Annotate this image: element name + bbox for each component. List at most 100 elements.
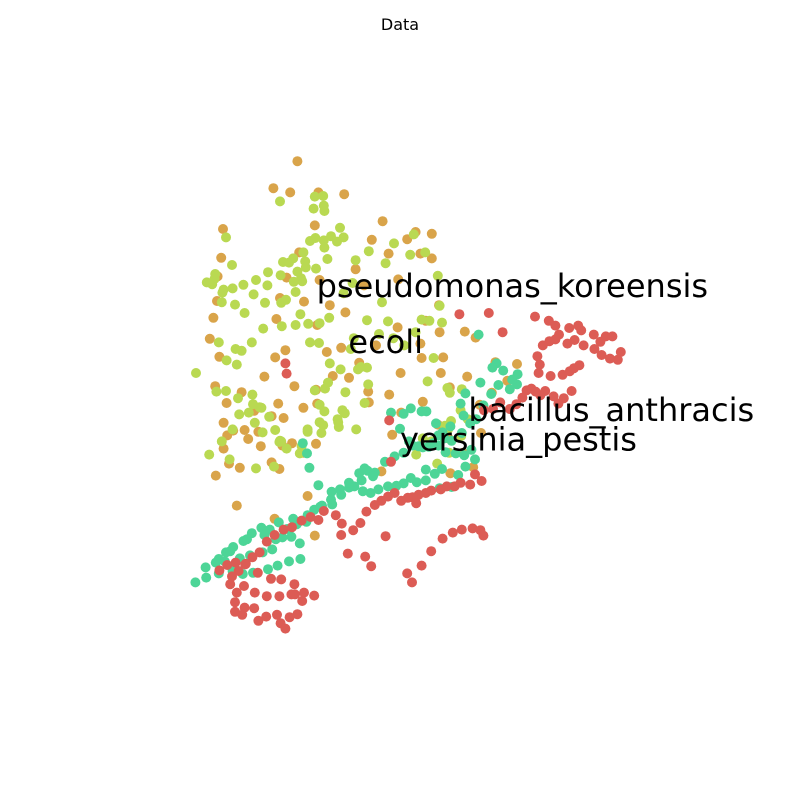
data-point bbox=[434, 300, 445, 311]
data-point bbox=[612, 354, 623, 365]
data-point bbox=[342, 548, 353, 559]
data-point bbox=[292, 156, 303, 167]
data-point bbox=[270, 425, 281, 435]
data-point bbox=[221, 386, 231, 396]
data-point bbox=[318, 191, 329, 201]
data-point bbox=[314, 399, 325, 410]
data-point bbox=[240, 559, 251, 570]
data-point bbox=[445, 468, 456, 479]
data-point bbox=[300, 256, 311, 267]
data-point bbox=[460, 388, 471, 399]
data-point bbox=[314, 338, 324, 348]
data-point bbox=[311, 263, 321, 274]
cluster-label: pseudomonas_koreensis bbox=[317, 267, 708, 305]
data-point bbox=[319, 206, 330, 216]
data-point bbox=[230, 557, 241, 568]
data-point bbox=[249, 603, 260, 614]
data-point bbox=[432, 270, 443, 281]
data-point bbox=[347, 278, 358, 288]
data-point bbox=[225, 579, 236, 590]
data-point bbox=[322, 254, 333, 264]
data-point bbox=[615, 347, 626, 357]
data-point bbox=[276, 321, 287, 332]
cluster-label: bacillus_anthracis bbox=[468, 391, 754, 429]
data-point bbox=[299, 587, 309, 598]
data-point bbox=[233, 393, 243, 404]
data-point bbox=[269, 461, 279, 472]
data-point bbox=[290, 589, 300, 600]
data-point bbox=[314, 318, 325, 329]
data-point bbox=[362, 315, 372, 326]
data-point bbox=[336, 518, 347, 529]
data-point bbox=[217, 287, 228, 298]
data-point bbox=[230, 597, 240, 608]
data-point bbox=[323, 377, 333, 388]
data-point bbox=[454, 309, 465, 320]
data-point bbox=[314, 417, 325, 428]
data-point bbox=[348, 525, 359, 536]
data-point bbox=[588, 329, 599, 340]
data-point bbox=[486, 389, 497, 399]
data-point bbox=[357, 486, 368, 497]
data-point bbox=[299, 296, 309, 307]
data-point bbox=[261, 536, 272, 547]
data-point bbox=[386, 407, 396, 418]
data-point bbox=[201, 572, 212, 583]
data-point bbox=[408, 229, 419, 240]
data-point bbox=[493, 380, 504, 390]
data-point bbox=[333, 422, 344, 432]
data-point bbox=[576, 325, 587, 336]
data-point bbox=[363, 386, 374, 397]
data-point bbox=[396, 495, 407, 506]
data-point bbox=[302, 491, 313, 501]
data-point bbox=[395, 368, 406, 378]
data-point bbox=[589, 344, 600, 354]
data-point bbox=[476, 428, 486, 438]
data-point bbox=[211, 386, 222, 397]
data-point bbox=[273, 398, 284, 409]
data-point bbox=[340, 387, 351, 398]
data-point bbox=[324, 312, 335, 323]
data-point bbox=[411, 498, 422, 509]
data-point bbox=[488, 404, 498, 414]
data-point bbox=[248, 289, 259, 300]
data-point bbox=[308, 203, 319, 214]
data-point bbox=[321, 347, 332, 357]
data-point bbox=[384, 415, 395, 426]
data-point bbox=[348, 333, 359, 344]
data-point bbox=[218, 417, 229, 428]
data-point bbox=[420, 247, 431, 258]
data-point bbox=[271, 314, 282, 324]
data-point bbox=[399, 340, 410, 351]
data-point bbox=[426, 546, 437, 557]
data-point bbox=[278, 524, 289, 535]
data-point bbox=[248, 399, 258, 410]
data-point bbox=[274, 591, 285, 602]
data-point bbox=[446, 435, 457, 446]
data-point bbox=[249, 587, 260, 598]
data-point bbox=[239, 308, 250, 318]
chart-title: Data bbox=[381, 15, 419, 34]
series-2 bbox=[190, 329, 523, 588]
data-point bbox=[377, 297, 387, 308]
data-point bbox=[221, 355, 232, 366]
data-point bbox=[286, 531, 297, 542]
data-point bbox=[456, 524, 467, 535]
data-point bbox=[398, 447, 409, 458]
data-point bbox=[336, 342, 347, 353]
data-point bbox=[533, 368, 544, 378]
data-point bbox=[261, 591, 272, 602]
data-point bbox=[405, 473, 416, 483]
data-point bbox=[344, 477, 354, 488]
data-point bbox=[221, 232, 231, 243]
data-point bbox=[294, 538, 305, 549]
data-point bbox=[290, 320, 301, 330]
data-point bbox=[332, 414, 343, 425]
data-point bbox=[417, 396, 428, 407]
data-point bbox=[548, 391, 559, 402]
data-point bbox=[504, 384, 515, 395]
data-point bbox=[566, 386, 577, 396]
data-point bbox=[296, 515, 307, 526]
data-point bbox=[383, 481, 393, 492]
data-point bbox=[380, 258, 391, 269]
